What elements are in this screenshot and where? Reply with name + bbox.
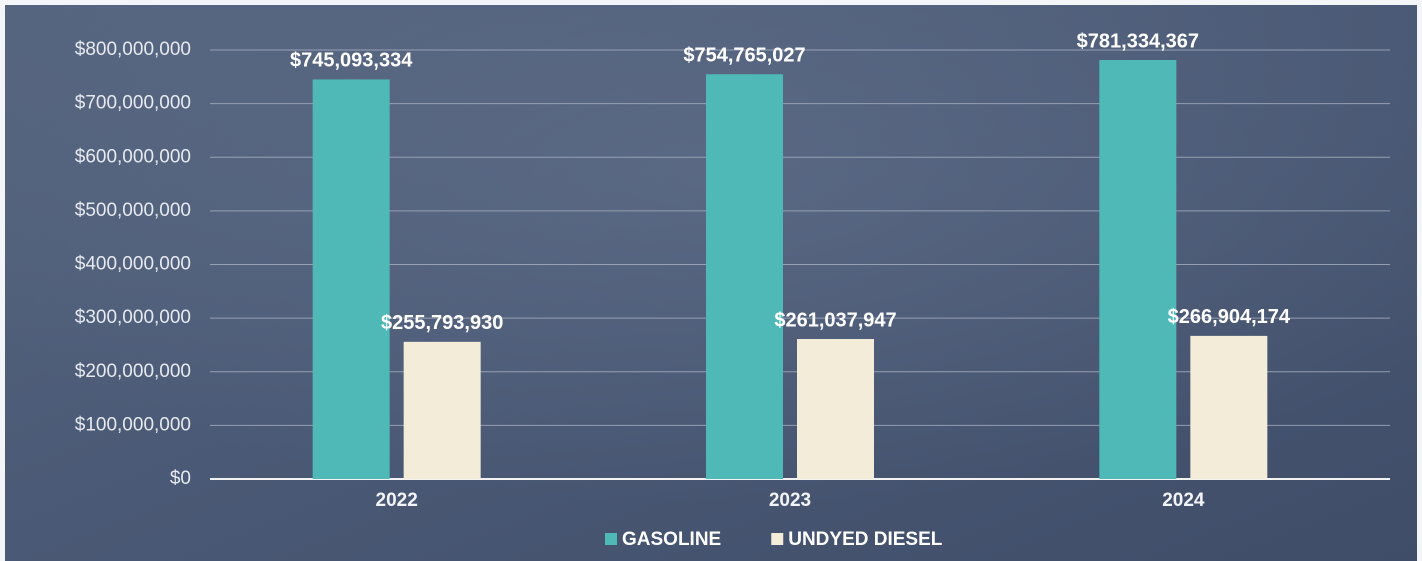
y-tick-label: $400,000,000 <box>75 254 191 275</box>
y-tick-label: $100,000,000 <box>75 414 191 435</box>
value-label: $255,793,930 <box>381 312 503 334</box>
plot-area: $0 $100,000,000 $200,000,000 $300,000,000 $4… <box>75 30 1390 550</box>
y-tick-label: $700,000,000 <box>75 93 191 114</box>
legend-swatch <box>605 533 617 545</box>
bar <box>312 79 390 480</box>
x-tick-label: 2024 <box>1162 490 1205 511</box>
bar <box>1099 60 1177 479</box>
y-tick-label: $600,000,000 <box>75 146 191 167</box>
value-label: $261,037,947 <box>774 309 896 331</box>
value-label: $754,765,027 <box>683 45 805 67</box>
y-tick-label: $300,000,000 <box>75 307 191 328</box>
y-tick-label: $200,000,000 <box>75 361 191 382</box>
value-label: $266,904,174 <box>1168 306 1291 328</box>
x-tick-label: 2022 <box>376 490 418 511</box>
legend-label: GASOLINE <box>622 529 721 550</box>
bar <box>706 74 783 479</box>
y-tick-label: $800,000,000 <box>75 39 191 60</box>
value-label: $781,334,367 <box>1077 30 1199 52</box>
y-tick-label: $500,000,000 <box>75 200 191 221</box>
legend-label: UNDYED DIESEL <box>788 529 943 550</box>
y-tick-label: $0 <box>170 468 191 489</box>
legend-swatch <box>771 533 784 545</box>
bar <box>403 341 481 479</box>
bar <box>1190 335 1268 479</box>
x-tick-label: 2023 <box>769 490 811 511</box>
bar <box>797 339 874 479</box>
value-label: $745,093,334 <box>290 50 413 72</box>
